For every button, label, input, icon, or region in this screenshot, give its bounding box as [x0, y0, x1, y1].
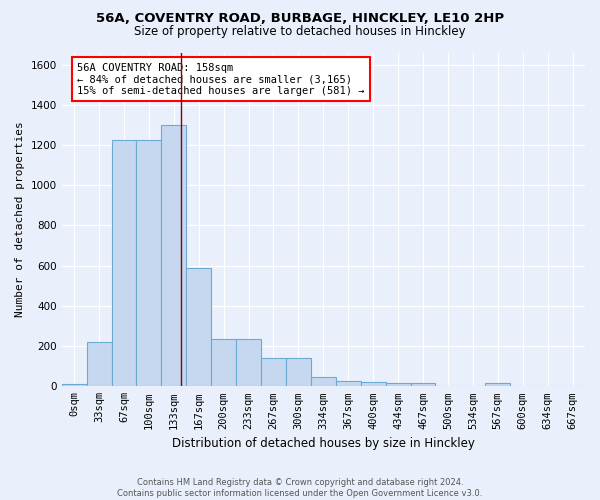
Bar: [62, 384, 86, 386]
Bar: [186, 268, 211, 386]
Bar: [86, 342, 112, 386]
Bar: [261, 358, 286, 386]
Bar: [361, 382, 386, 386]
Bar: [112, 140, 136, 386]
Text: Contains HM Land Registry data © Crown copyright and database right 2024.
Contai: Contains HM Land Registry data © Crown c…: [118, 478, 482, 498]
Text: Size of property relative to detached houses in Hinckley: Size of property relative to detached ho…: [134, 25, 466, 38]
Bar: [161, 125, 186, 386]
Bar: [286, 358, 311, 386]
Bar: [386, 384, 410, 386]
Y-axis label: Number of detached properties: Number of detached properties: [15, 122, 25, 318]
Bar: [311, 377, 336, 386]
Bar: [236, 340, 261, 386]
X-axis label: Distribution of detached houses by size in Hinckley: Distribution of detached houses by size …: [172, 437, 475, 450]
Bar: [336, 382, 361, 386]
Text: 56A COVENTRY ROAD: 158sqm
← 84% of detached houses are smaller (3,165)
15% of se: 56A COVENTRY ROAD: 158sqm ← 84% of detac…: [77, 62, 365, 96]
Bar: [485, 382, 510, 386]
Text: 56A, COVENTRY ROAD, BURBAGE, HINCKLEY, LE10 2HP: 56A, COVENTRY ROAD, BURBAGE, HINCKLEY, L…: [96, 12, 504, 26]
Bar: [211, 340, 236, 386]
Bar: [136, 140, 161, 386]
Bar: [410, 384, 436, 386]
